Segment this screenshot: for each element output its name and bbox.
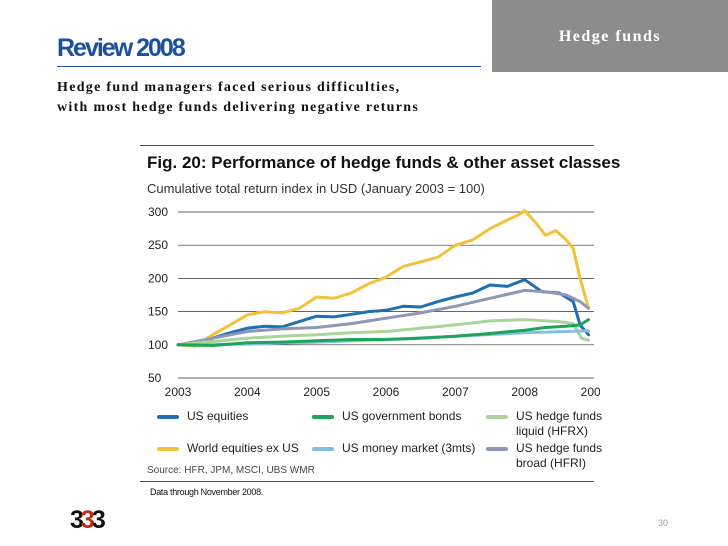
- legend-swatch: [486, 415, 508, 419]
- x-tick-label: 2004: [234, 385, 261, 399]
- page-title: Review 2008: [57, 34, 186, 62]
- legend-label-line-1: US hedge funds: [516, 441, 603, 455]
- y-tick-label: 250: [148, 238, 168, 252]
- legend-label-line-2: liquid (HFRX): [516, 424, 589, 438]
- section-tab-label: Hedge funds: [558, 28, 662, 45]
- legend-label-line-2: broad (HFRI): [516, 456, 587, 470]
- y-tick-label: 200: [148, 271, 168, 285]
- legend-swatch: [486, 447, 508, 451]
- subtitle-line-1: Hedge fund managers faced serious diffic…: [57, 80, 401, 95]
- legend-item: US hedge funds liquid (HFRX): [486, 409, 602, 439]
- legend-item: US money market (3mts): [312, 441, 475, 456]
- x-tick-label: 2006: [373, 385, 400, 399]
- legend-item: US government bonds: [312, 409, 461, 424]
- data-note: Data through November 2008.: [150, 487, 263, 497]
- figure-bottom-rule: [140, 481, 594, 482]
- series-line-us-government-bonds: [176, 318, 590, 347]
- x-tick-label: 2007: [442, 385, 469, 399]
- series-line-us-hedge-funds-broad-hfri: [176, 288, 590, 347]
- figure-source: Source: HFR, JPM, MSCI, UBS WMR: [147, 465, 315, 476]
- figure-top-rule: [140, 145, 594, 146]
- logo-digit-3: 3: [91, 506, 106, 534]
- section-tab: Hedge funds: [492, 0, 728, 72]
- legend-swatch: [157, 415, 179, 419]
- series-line-world-equities-ex-us: [176, 209, 590, 348]
- legend-label: US money market (3mts): [342, 441, 475, 456]
- legend-label-line-1: US money market (3mts): [342, 441, 476, 455]
- legend-swatch: [312, 447, 334, 451]
- legend-label: US hedge funds broad (HFRI): [516, 441, 602, 471]
- legend-label-line-1: US hedge funds: [516, 409, 603, 423]
- subtitle-line-2: with most hedge funds delivering negativ…: [57, 100, 420, 115]
- legend-item: US equities: [157, 409, 248, 424]
- figure-subtitle: Cumulative total return index in USD (Ja…: [147, 181, 485, 196]
- title-divider: [57, 66, 481, 67]
- legend-item: World equities ex US: [157, 441, 299, 456]
- legend-swatch: [312, 415, 334, 419]
- logo-digit-2: 3: [80, 506, 95, 534]
- legend-item: US hedge funds broad (HFRI): [486, 441, 602, 471]
- y-tick-label: 150: [148, 305, 168, 319]
- legend-label: World equities ex US: [187, 441, 299, 456]
- y-tick-label: 300: [148, 205, 168, 219]
- legend-label: US government bonds: [342, 409, 461, 424]
- page-number: 30: [658, 518, 669, 528]
- x-tick-label: 2009: [581, 385, 600, 399]
- legend-label: US hedge funds liquid (HFRX): [516, 409, 602, 439]
- page-subtitle: Hedge fund managers faced serious diffic…: [57, 78, 419, 118]
- x-tick-label: 2008: [511, 385, 538, 399]
- series-line-us-hedge-funds-liquid-hfrx: [176, 318, 590, 347]
- series-line-us-equities: [176, 278, 590, 347]
- x-tick-label: 2003: [165, 385, 192, 399]
- legend-label: US equities: [187, 409, 248, 424]
- y-tick-label: 50: [148, 371, 162, 385]
- company-logo: 333: [70, 506, 106, 535]
- y-tick-label: 100: [148, 338, 168, 352]
- legend-label-line-1: US equities: [187, 409, 249, 423]
- logo-digit-1: 3: [70, 506, 84, 534]
- figure-title: Fig. 20: Performance of hedge funds & ot…: [147, 153, 621, 172]
- legend-swatch: [157, 447, 179, 451]
- legend-label-line-1: World equities ex US: [187, 441, 299, 455]
- x-tick-label: 2005: [303, 385, 330, 399]
- legend-label-line-1: US government bonds: [342, 409, 462, 423]
